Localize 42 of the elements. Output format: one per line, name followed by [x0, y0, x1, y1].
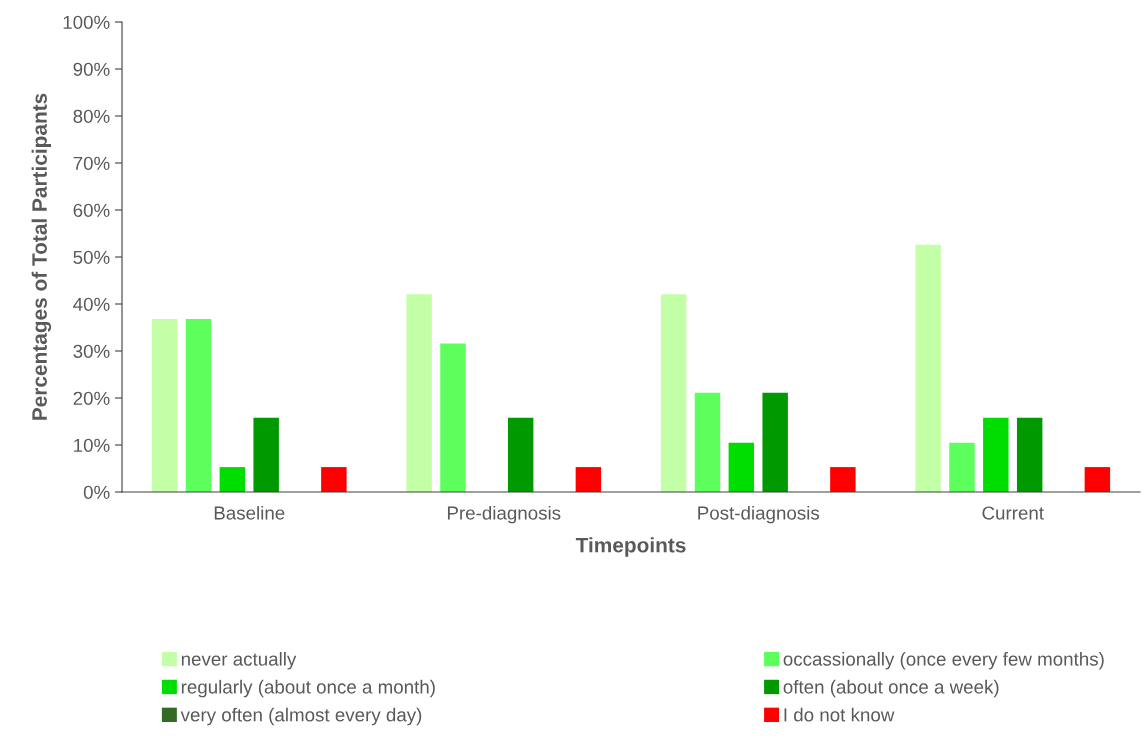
legend-label: never actually — [181, 651, 297, 670]
y-tick-label: 40% — [73, 297, 110, 311]
y-tick-label: 90% — [73, 62, 110, 76]
bar — [830, 467, 856, 492]
x-tick-label: Baseline — [214, 505, 285, 520]
bar — [915, 244, 941, 492]
y-tick-label: 50% — [73, 250, 110, 264]
y-tick-label: 100% — [63, 15, 110, 29]
bar — [1084, 467, 1111, 492]
bar — [507, 417, 534, 492]
bar — [694, 392, 721, 492]
y-tick-label: 10% — [74, 438, 110, 452]
bar — [1016, 417, 1043, 492]
x-tick-label: Post-diagnosis — [698, 505, 820, 524]
bar — [728, 442, 755, 492]
legend-label: regularly (about once a month) — [181, 679, 435, 698]
bar — [219, 467, 246, 492]
bar — [660, 294, 687, 492]
bar — [321, 467, 347, 492]
y-tick-label: 80% — [73, 109, 110, 123]
y-tick-label: 30% — [73, 344, 110, 358]
y-axis-title: Percentages of Total Participants — [31, 93, 52, 420]
x-axis-title: Timepoints — [575, 537, 686, 557]
bar — [253, 417, 279, 492]
y-tick-label: 0% — [83, 485, 110, 499]
legend-label: I do not know — [784, 707, 895, 722]
bar — [983, 417, 1009, 492]
bar — [185, 319, 212, 492]
bar — [575, 467, 602, 492]
legend-label: occassionally (once every few months) — [783, 651, 1104, 670]
bar — [440, 343, 466, 492]
x-tick-label: Current — [982, 506, 1044, 520]
legend-label: very often (almost every day) — [180, 707, 422, 726]
y-tick-label: 20% — [73, 391, 110, 405]
bar — [406, 294, 432, 492]
y-tick-label: 70% — [73, 156, 110, 170]
x-tick-label: Pre-diagnosis — [447, 505, 561, 524]
bar — [151, 319, 178, 492]
bar — [762, 392, 788, 492]
legend-label: often (about once a week) — [783, 679, 999, 698]
y-tick-label: 60% — [73, 203, 110, 217]
bar — [949, 442, 975, 492]
